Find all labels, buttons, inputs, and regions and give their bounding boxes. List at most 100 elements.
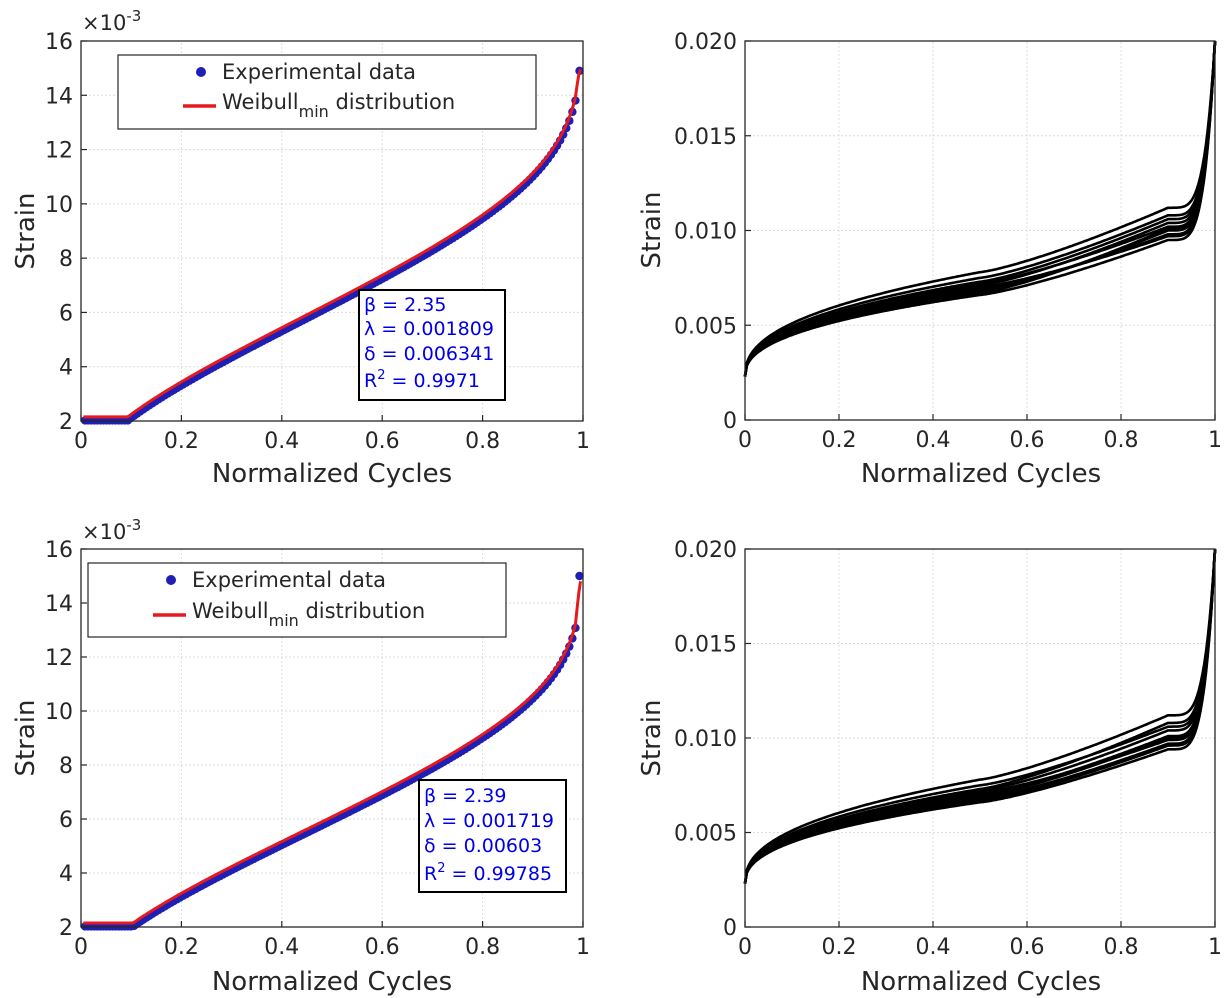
- y-tick-label: 10: [45, 193, 73, 218]
- legend-dot-icon: [166, 575, 176, 585]
- x-tick-label: 0.2: [822, 428, 857, 453]
- x-tick-label: 0.4: [916, 428, 951, 453]
- y-axis-label-bottom-right: Strain: [637, 699, 667, 776]
- fit-line: [83, 581, 582, 925]
- x-tick-label: 1: [1208, 935, 1222, 960]
- x-tick-label: 0.4: [264, 429, 299, 454]
- x-axis-label-bottom-left: Normalized Cycles: [212, 967, 452, 997]
- y-tick-label: 6: [59, 301, 73, 326]
- strain-curve: [743, 548, 1217, 884]
- x-tick-label: 0: [74, 429, 88, 454]
- x-tick-label: 1: [576, 935, 590, 960]
- y-axis-label-top-left: Strain: [11, 192, 41, 269]
- axes-frame-top-right: [744, 40, 1216, 421]
- x-tick-label: 0.2: [164, 935, 199, 960]
- y-tick-label: 0.010: [674, 727, 737, 752]
- exponent-label-top-left: ×10-3: [82, 7, 141, 35]
- y-tick-label: 0: [723, 409, 737, 434]
- y-tick-label: 0.015: [674, 125, 737, 150]
- x-tick-label: 0.8: [1104, 935, 1139, 960]
- ticks-top-right: 0 0.2 0.4 0.6 0.8 1 0 0.005 0.010 0.015 0.020: [674, 30, 1222, 453]
- params-box-bottom-left: β = 2.39 λ = 0.001719 δ = 0.00603 R2 = 0…: [418, 779, 567, 893]
- legend-box: [117, 54, 537, 130]
- y-tick-label: 0.010: [674, 220, 737, 245]
- panel-top-right: 0 0.2 0.4 0.6 0.8 1 0 0.005 0.010 0.015 0.020 Norm…: [637, 30, 1222, 489]
- x-tick-label: 0.4: [916, 935, 951, 960]
- y-tick-label: 14: [45, 592, 73, 617]
- marks-bottom-right: [743, 548, 1217, 884]
- params-box-top-left: β = 2.35 λ = 0.001809 δ = 0.006341 R2 = …: [358, 289, 506, 401]
- x-tick-label: 0: [74, 935, 88, 960]
- param-lambda: λ = 0.001809: [364, 318, 494, 340]
- strain-curve: [743, 40, 1217, 377]
- y-tick-label: 2: [59, 410, 73, 435]
- panel-bottom-right: 0 0.2 0.4 0.6 0.8 1 0 0.005 0.010 0.015 0.020 Norm…: [637, 538, 1222, 997]
- param-lambda: λ = 0.001719: [424, 810, 554, 832]
- strain-curve: [743, 40, 1217, 377]
- params-box: [358, 289, 506, 401]
- y-tick-label: 10: [45, 700, 73, 725]
- x-tick-label: 1: [1208, 428, 1222, 453]
- y-tick-label: 14: [45, 84, 73, 109]
- y-tick-label: 4: [59, 862, 73, 887]
- axes-frame-top-left: [80, 40, 584, 422]
- strain-curve: [743, 40, 1217, 377]
- y-tick-label: 0.020: [674, 538, 737, 563]
- x-tick-label: 0.2: [822, 935, 857, 960]
- y-tick-label: 12: [45, 139, 73, 164]
- y-axis-label-top-right: Strain: [637, 191, 667, 268]
- marks-top-right: [743, 40, 1217, 377]
- x-axis-label-top-left: Normalized Cycles: [212, 459, 452, 489]
- x-tick-label: 0.6: [365, 429, 400, 454]
- y-tick-label: 12: [45, 646, 73, 671]
- x-tick-label: 0.8: [465, 429, 500, 454]
- legend-label-experimental: Experimental data: [222, 60, 416, 84]
- param-beta: β = 2.35: [364, 294, 446, 316]
- y-tick-label: 0.005: [674, 822, 737, 847]
- strain-curve: [743, 548, 1217, 884]
- legend-top-left: Experimental data Weibullmin distributio…: [117, 54, 537, 130]
- x-tick-label: 0: [738, 428, 752, 453]
- strain-curve: [743, 548, 1217, 884]
- y-tick-label: 0.020: [674, 30, 737, 55]
- x-axis-label-bottom-right: Normalized Cycles: [861, 967, 1101, 997]
- x-tick-label: 0.2: [164, 429, 199, 454]
- x-tick-label: 0: [738, 935, 752, 960]
- axes-frame-bottom-right: [744, 548, 1216, 928]
- strain-curve: [743, 548, 1217, 884]
- legend-label-weibull: Weibullmin distribution: [192, 599, 425, 630]
- y-tick-label: 8: [59, 247, 73, 272]
- legend-dot-icon: [196, 67, 206, 77]
- y-tick-label: 0.005: [674, 314, 737, 339]
- param-beta: β = 2.39: [424, 785, 506, 807]
- param-r2: R2 = 0.9971: [364, 368, 480, 392]
- exponent-label-bottom-left: ×10-3: [82, 516, 141, 544]
- y-tick-label: 4: [59, 356, 73, 381]
- y-tick-label: 16: [45, 30, 73, 55]
- y-tick-label: 2: [59, 916, 73, 941]
- x-tick-label: 0.6: [365, 935, 400, 960]
- y-axis-label-bottom-left: Strain: [11, 699, 41, 776]
- x-tick-label: 1: [576, 429, 590, 454]
- ticks-bottom-right: 0 0.2 0.4 0.6 0.8 1 0 0.005 0.010 0.015 0.020: [674, 538, 1222, 960]
- fit-line: [83, 69, 582, 419]
- x-tick-label: 0.8: [465, 935, 500, 960]
- legend-bottom-left: Experimental data Weibullmin distributio…: [87, 562, 507, 638]
- x-tick-label: 0.8: [1104, 428, 1139, 453]
- legend-box: [87, 562, 507, 638]
- x-tick-label: 0.6: [1010, 428, 1045, 453]
- grid-bottom-right: [744, 548, 1216, 928]
- params-box: [418, 779, 567, 893]
- strain-curve: [743, 548, 1217, 884]
- x-tick-label: 0.6: [1010, 935, 1045, 960]
- y-tick-label: 0.015: [674, 633, 737, 658]
- y-tick-label: 0: [723, 916, 737, 941]
- param-delta: δ = 0.006341: [364, 343, 494, 365]
- strain-curve: [743, 40, 1217, 377]
- param-r2: R2 = 0.99785: [424, 861, 552, 885]
- param-delta: δ = 0.00603: [424, 835, 542, 857]
- axes-frame-bottom-left: [80, 548, 584, 928]
